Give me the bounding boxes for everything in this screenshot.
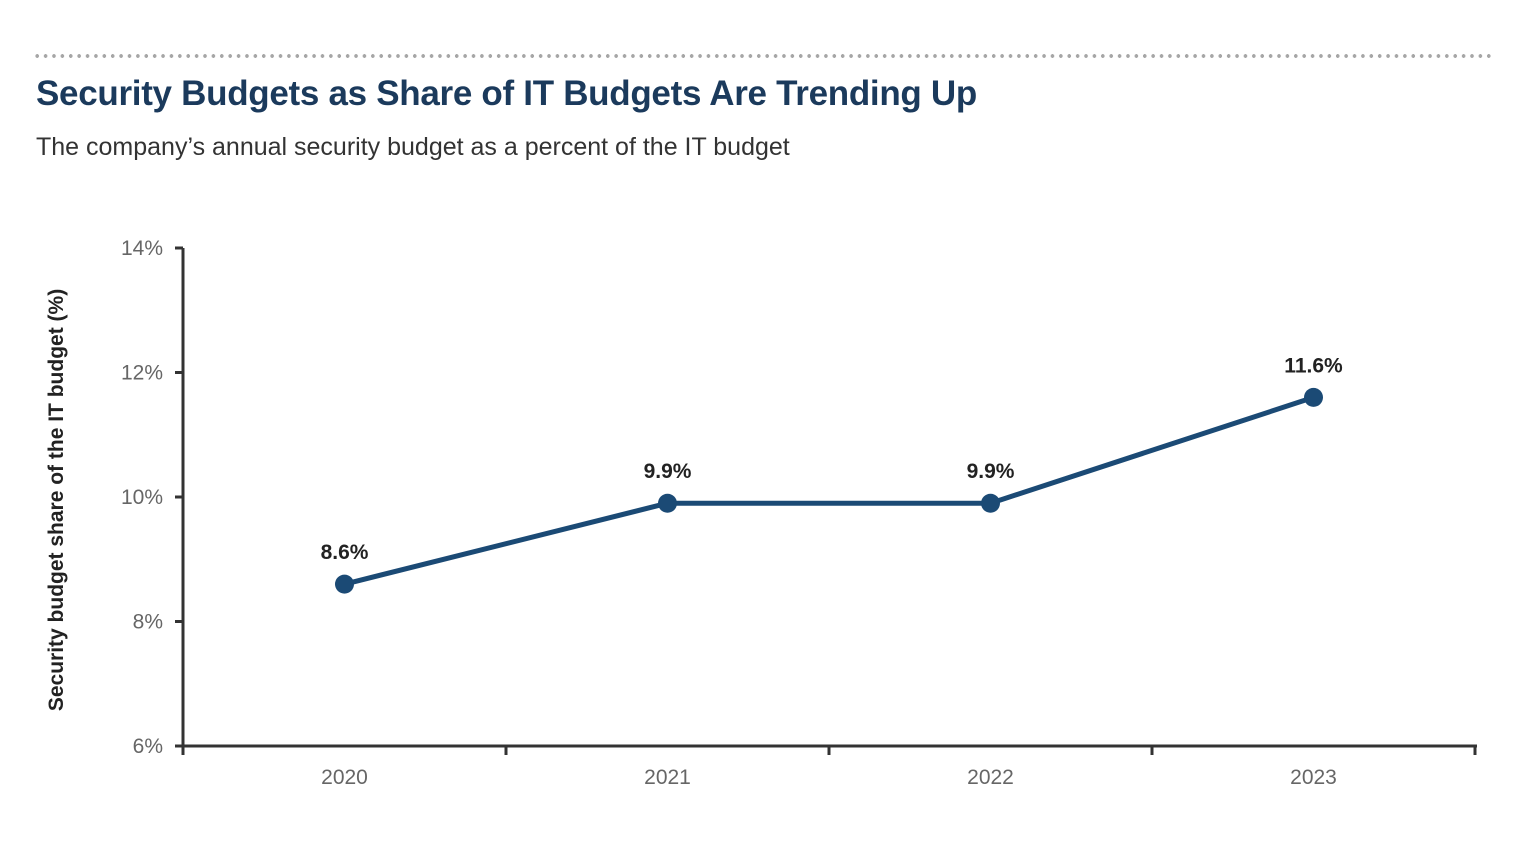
x-tick-label: 2023	[1290, 766, 1337, 789]
y-tick-label: 10%	[121, 486, 163, 509]
y-tick-label: 12%	[121, 362, 163, 385]
x-tick-label: 2020	[321, 766, 368, 789]
y-axis-label: Security budget share of the IT budget (…	[45, 289, 68, 711]
chart-title: Security Budgets as Share of IT Budgets …	[36, 74, 977, 113]
data-point	[1304, 387, 1323, 407]
x-tick-label: 2022	[967, 766, 1014, 789]
dotted-divider	[33, 54, 1493, 58]
data-label: 8.6%	[321, 541, 369, 564]
y-tick-label: 14%	[121, 237, 163, 260]
y-tick-label: 8%	[133, 611, 163, 634]
y-tick-label: 6%	[133, 735, 163, 758]
data-label: 9.9%	[644, 460, 692, 483]
data-label: 9.9%	[967, 460, 1015, 483]
chart-subtitle: The company’s annual security budget as …	[36, 133, 790, 161]
data-point	[981, 493, 1000, 513]
x-tick-label: 2021	[644, 766, 691, 789]
data-point	[658, 493, 677, 513]
series-line	[343, 395, 1315, 587]
data-point	[335, 574, 354, 594]
data-label: 11.6%	[1284, 354, 1343, 377]
